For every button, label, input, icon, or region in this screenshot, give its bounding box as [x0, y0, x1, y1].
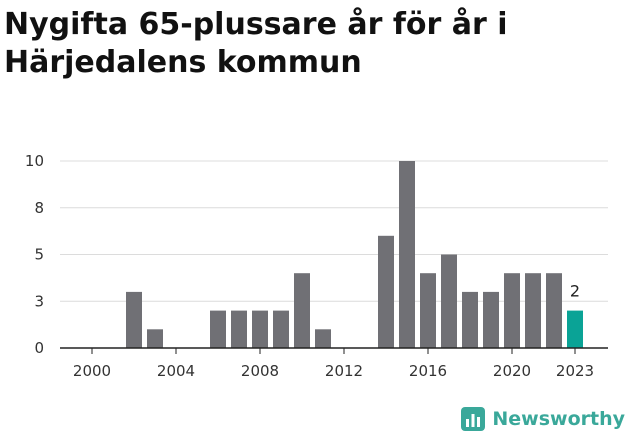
bar-2017: [441, 254, 457, 348]
x-tick-label: 2004: [157, 362, 195, 380]
bar-2006: [210, 310, 226, 348]
bar-2021: [525, 273, 541, 348]
brand-name: Newsworthy: [492, 408, 625, 430]
y-tick-label: 5: [34, 246, 44, 264]
x-tick-label: 2016: [409, 362, 447, 380]
chart-title: Nygifta 65-plussare år för år i Härjedal…: [4, 7, 508, 80]
brand: Newsworthy: [460, 405, 625, 433]
y-tick-label: 8: [34, 199, 44, 217]
x-tick-label: 2023: [556, 362, 594, 380]
y-tick-label: 0: [34, 339, 44, 357]
x-tick-label: 2012: [325, 362, 363, 380]
bars: [126, 161, 583, 348]
bar-2018: [462, 291, 478, 348]
bar-2016: [420, 273, 436, 348]
bar-2015: [399, 161, 415, 348]
bar-2010: [294, 273, 310, 348]
bar-2014: [378, 235, 394, 348]
x-tick-label: 2020: [493, 362, 531, 380]
bar-2002: [126, 291, 142, 348]
data-labels: 2: [570, 282, 580, 301]
y-tick-label: 10: [25, 152, 44, 170]
x-tick-label: 2000: [73, 362, 111, 380]
bar-2022: [546, 273, 562, 348]
bar-2009: [273, 310, 289, 348]
bar-2019: [483, 291, 499, 348]
x-axis: 2000 2004 2008 2012 2016 2020 2023: [60, 347, 608, 380]
bar-2003: [147, 329, 163, 348]
bar-2007: [231, 310, 247, 348]
y-axis-ticks: 0 3 5 8 10: [25, 152, 44, 357]
bar-2008: [252, 310, 268, 348]
newsworthy-logo-icon: [461, 407, 486, 431]
x-tick-label: 2008: [241, 362, 279, 380]
bar-2023: [567, 310, 583, 348]
bar-2011: [315, 329, 331, 348]
bar-2020: [504, 273, 520, 348]
y-tick-label: 3: [34, 292, 44, 310]
data-label-2023: 2: [570, 282, 580, 301]
